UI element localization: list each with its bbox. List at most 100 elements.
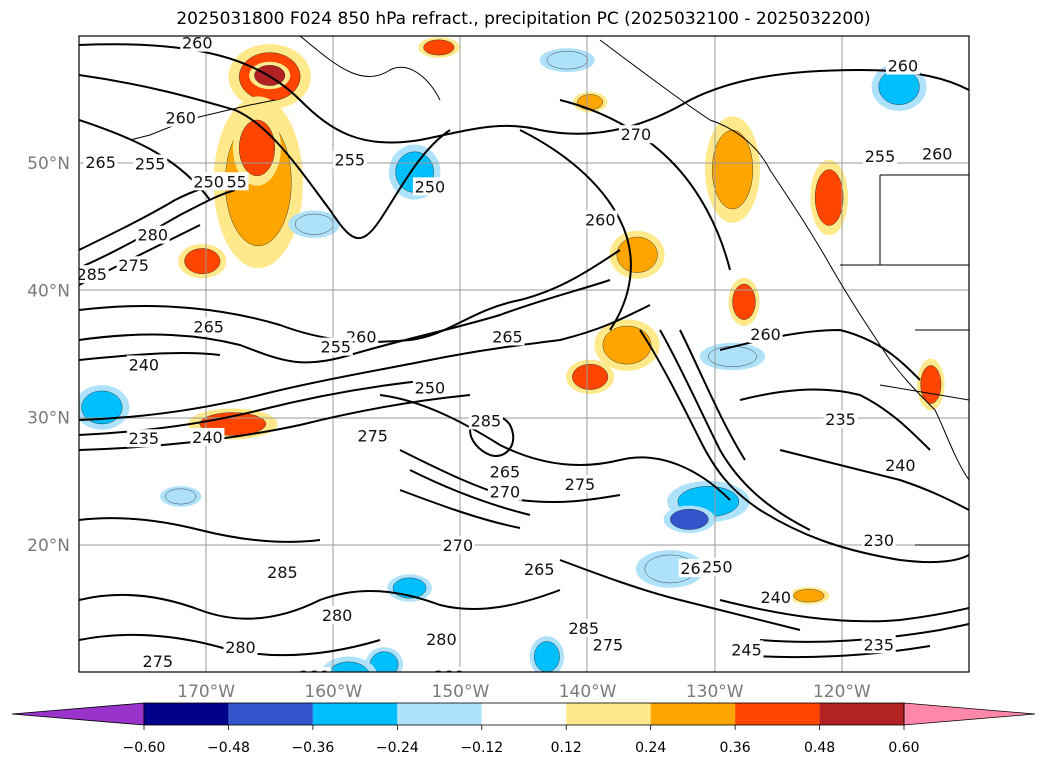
contour-label: 255 — [321, 338, 352, 357]
contour-label: 265 — [193, 317, 224, 336]
colorbar-tick-label: 0.48 — [804, 740, 835, 756]
contour-label: 245 — [731, 640, 762, 659]
precip-patch — [165, 488, 197, 505]
precip-patch — [294, 213, 334, 235]
colorbar-tick-label: 0.24 — [635, 740, 666, 756]
latitude-labels: 20°N 30°N 40°N 50°N — [27, 154, 70, 556]
contour-label: 255 — [865, 147, 896, 166]
contour-label: 255 — [335, 151, 366, 170]
precip-patch — [732, 283, 756, 320]
precip-patch — [546, 51, 588, 70]
colorbar-tick-label: 0.60 — [888, 740, 919, 756]
contour-label: 235 — [825, 410, 856, 429]
contour-label-bg — [490, 327, 525, 346]
contour-label: 260 — [182, 34, 213, 53]
california-coast — [829, 264, 969, 481]
contour-label: 280 — [322, 606, 353, 625]
contour-label-bg — [863, 146, 897, 165]
contour-v — [739, 388, 931, 451]
contour-label: 270 — [621, 125, 652, 144]
contour-m — [379, 394, 731, 501]
colorbar-segment — [481, 703, 567, 725]
contour-label-bg — [618, 125, 653, 144]
contour-label-bg — [412, 378, 447, 397]
contour-ac — [79, 517, 321, 543]
contour-label-bg — [332, 150, 367, 169]
contour-label-bg — [566, 618, 601, 637]
contour-label-bg — [83, 153, 118, 172]
contour-a — [79, 43, 969, 144]
contour-label: 265 — [524, 560, 555, 579]
colorbar-tick-label: −0.36 — [291, 740, 334, 756]
contour-label: 280 — [225, 638, 256, 657]
contour-label-bg — [140, 651, 175, 670]
contour-label-bg — [823, 410, 858, 429]
contour-label-bg — [700, 557, 735, 576]
colorbar-segment — [650, 703, 736, 725]
contour-label-bg — [729, 640, 764, 659]
colorbar-segment — [228, 703, 313, 725]
lat-tick-label: 30°N — [27, 409, 70, 429]
contour-label: 260 — [922, 144, 953, 163]
colorbar: −0.60 −0.48 −0.36 −0.24 −0.12 0.12 0.24 0.36 0.4… — [11, 702, 1036, 756]
contour-label: 240 — [885, 456, 916, 475]
contour-o — [409, 469, 531, 516]
contour-label-bg — [412, 177, 447, 196]
contour-label: 280 — [137, 226, 168, 245]
contour-w — [779, 449, 969, 511]
contour-label-bg — [180, 36, 215, 52]
contour-label-bg — [468, 411, 503, 430]
colorbar-tick-label: 0.12 — [551, 740, 582, 756]
longitude-labels: 170°W 160°W 150°W 140°W 130°W 120°W — [177, 682, 871, 702]
border-lines — [840, 174, 969, 546]
lat-tick-label: 50°N — [27, 154, 70, 174]
map-frame — [78, 35, 970, 673]
contour-label: 290 — [374, 679, 405, 698]
precip-patch — [184, 248, 221, 275]
precip-patch — [711, 129, 754, 210]
contour-label-bg — [758, 588, 793, 607]
contour-t — [679, 329, 746, 461]
contour-label: 275 — [593, 635, 624, 654]
contour-label: 285 — [471, 411, 502, 430]
contour-label-bg — [135, 225, 170, 244]
contour-label: 260 — [346, 327, 377, 346]
lat-tick-label: 40°N — [27, 281, 70, 301]
precip-patch — [423, 39, 455, 56]
colorbar-tick-label: −0.24 — [376, 740, 419, 756]
contour-label-bg — [320, 606, 355, 625]
contour-ae — [519, 129, 632, 331]
contour-label: 235 — [863, 635, 894, 654]
lat-tick-label: 20°N — [27, 536, 70, 556]
colorbar-segment — [397, 703, 482, 725]
contour-b — [79, 74, 451, 240]
contour-label-bg — [431, 667, 466, 672]
contour-label-bg — [562, 475, 597, 494]
contour-label: 275 — [357, 427, 388, 446]
contour-label: 250 — [702, 558, 733, 577]
contour-p — [399, 489, 521, 529]
precip-patch — [238, 119, 275, 177]
contour-label-bg — [372, 679, 406, 697]
contour-r — [639, 329, 969, 564]
contour-af — [559, 99, 731, 271]
lon-tick-label: 170°W — [177, 682, 235, 702]
contour-label: 250 — [415, 177, 446, 196]
precip-patch — [327, 661, 370, 672]
contour-label: 240 — [129, 355, 160, 374]
contour-label-bg — [583, 210, 618, 229]
contour-label-bg — [318, 337, 353, 356]
colorbar-extend-max — [903, 702, 1036, 726]
contour-label-bg — [487, 462, 522, 481]
contour-label: 235 — [129, 429, 160, 448]
contour-label-bg — [424, 630, 459, 649]
contour-label-bg — [748, 324, 783, 343]
pacific-nw-coast — [599, 39, 831, 266]
colorbar-segment — [735, 703, 820, 725]
contour-label-bg — [116, 256, 151, 275]
contour-label-bg — [883, 455, 918, 474]
colorbar-tick-label: −0.12 — [460, 740, 503, 756]
lon-tick-label: 140°W — [559, 682, 617, 702]
